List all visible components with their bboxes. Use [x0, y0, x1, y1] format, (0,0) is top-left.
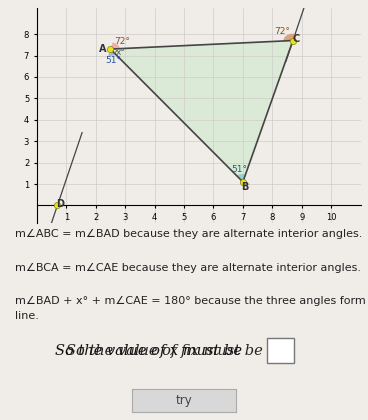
Wedge shape [283, 34, 295, 41]
Text: 51°: 51° [106, 56, 121, 65]
Text: D: D [56, 199, 64, 209]
Text: B: B [241, 182, 248, 192]
Text: m∠ABC = m∠BAD because they are alternate interior angles.: m∠ABC = m∠BAD because they are alternate… [15, 229, 362, 239]
Text: 72°: 72° [274, 26, 290, 36]
Text: line.: line. [15, 311, 39, 321]
Text: C: C [293, 34, 300, 45]
Text: m∠BCA = m∠CAE because they are alternate interior angles.: m∠BCA = m∠CAE because they are alternate… [15, 263, 361, 273]
Text: So the value of x must be: So the value of x must be [55, 344, 242, 358]
Text: try: try [176, 394, 192, 407]
Text: A: A [99, 44, 107, 54]
Text: 51°: 51° [231, 165, 248, 174]
Wedge shape [110, 42, 120, 49]
Wedge shape [108, 49, 116, 56]
Text: x°: x° [116, 48, 125, 57]
Text: m∠BAD + x° + m∠CAE = 180° because the three angles form a straight: m∠BAD + x° + m∠CAE = 180° because the th… [15, 297, 368, 307]
Text: 72°: 72° [114, 37, 130, 47]
Wedge shape [237, 174, 245, 182]
Polygon shape [110, 40, 293, 182]
Text: So the value of ﬁx must be: So the value of ﬁx must be [66, 344, 263, 358]
